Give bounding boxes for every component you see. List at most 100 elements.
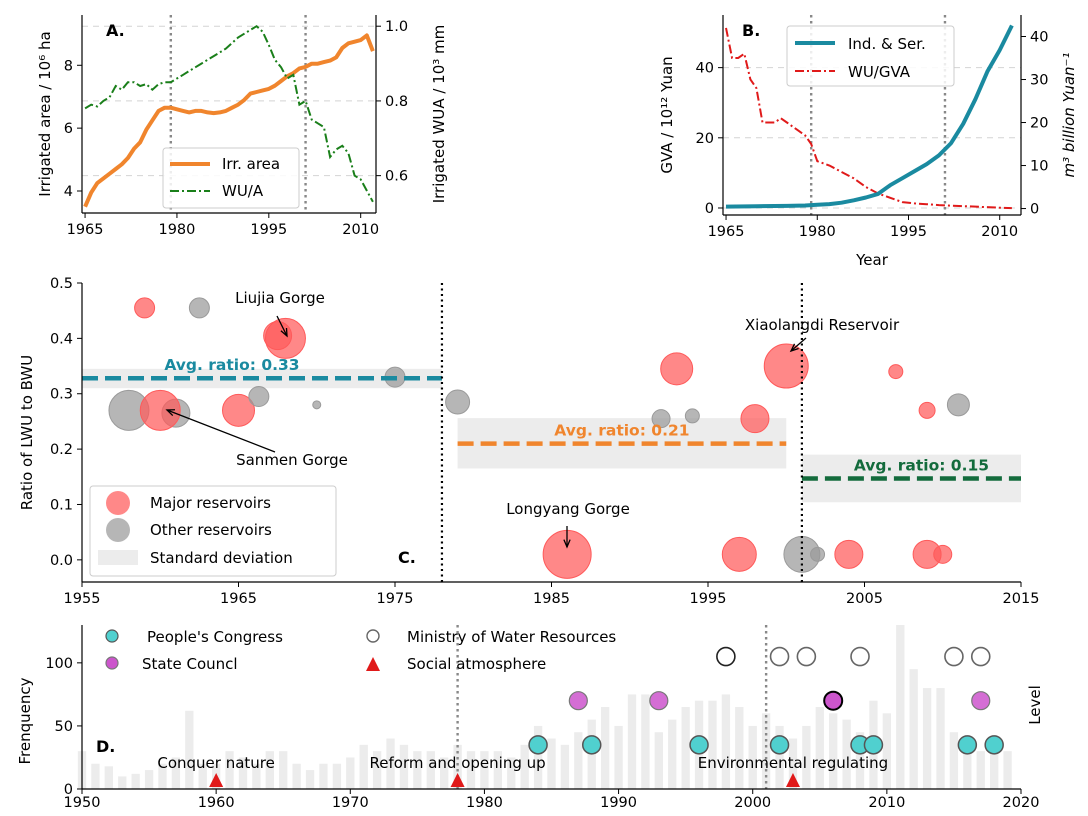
x-tick-label: 1950 — [64, 795, 101, 811]
series-irrigated-area-line — [83, 33, 375, 208]
other-reservoir-point — [248, 386, 270, 408]
major-reservoir-point — [740, 404, 770, 434]
legend-swatch-social — [366, 657, 380, 671]
x-tick-label: 1995 — [890, 224, 927, 240]
x-tick-label: 2010 — [981, 224, 1018, 240]
state-council-marker — [649, 691, 669, 711]
frequency-bar — [346, 757, 355, 789]
state-council-marker — [971, 691, 991, 711]
frequency-bar — [466, 751, 476, 789]
legend-label: Social atmosphere — [407, 655, 546, 673]
frequency-bar — [507, 757, 516, 789]
y2-tick-label: 0.6 — [385, 169, 408, 185]
annotation-arrow-head — [563, 539, 571, 549]
ministry-marker — [716, 646, 736, 667]
era-label: Reform and opening up — [370, 754, 546, 772]
y-tick-label: 0.0 — [50, 553, 73, 569]
avg-ratio-label: Avg. ratio: 0.15 — [854, 456, 989, 474]
x-tick-label: 1975 — [377, 591, 414, 607]
y-tick-label: 50 — [55, 719, 73, 735]
frequency-bar — [560, 744, 570, 789]
x-tick-label: 1995 — [690, 591, 727, 607]
panel-label-b: B. — [742, 21, 760, 40]
frequency-bar — [815, 707, 824, 789]
y-tick-label: 8 — [64, 58, 73, 74]
frequency-bar — [440, 757, 449, 789]
frequency-bar — [909, 669, 918, 789]
series-wu-per-gva-line — [725, 27, 1012, 210]
frequency-bar — [963, 744, 972, 789]
y-tick-label: 0 — [705, 201, 714, 217]
legend-label: Irr. area — [222, 155, 280, 173]
y-tick-label: 0.2 — [50, 442, 73, 458]
annotation-arrow-head — [280, 327, 288, 338]
annotation-arrow-head — [789, 343, 799, 353]
y2-axis-label: m³ billion Yuan⁻¹ — [1060, 53, 1078, 178]
x-tick-label: 2020 — [1003, 795, 1040, 811]
frequency-bar — [252, 763, 261, 789]
frequency-bar — [225, 751, 234, 789]
legend-label: Other reservoirs — [150, 521, 272, 539]
legend-swatch-council — [105, 656, 119, 670]
frequency-bar — [171, 757, 181, 789]
frequency-bar — [721, 694, 731, 789]
frequency-bar — [131, 773, 140, 789]
annotation-arrow-line — [276, 315, 288, 337]
frequency-bar — [627, 694, 637, 789]
state-council-marker — [568, 691, 588, 711]
frequency-bar — [185, 710, 194, 789]
legend-label: Major reservoirs — [150, 494, 271, 512]
x-tick-label: 1970 — [332, 795, 369, 811]
legend-swatch-other — [106, 518, 130, 542]
legend-box-c — [89, 485, 337, 577]
era-label: Conquer nature — [157, 754, 275, 772]
frequency-bar — [359, 744, 368, 789]
x-tick-label: 1980 — [466, 795, 503, 811]
era-label: Environmental regulating — [698, 754, 888, 772]
frequency-bar — [533, 725, 543, 789]
peoples-congress-marker — [769, 735, 790, 755]
state-council-marker — [823, 690, 844, 711]
frequency-bar — [144, 770, 154, 789]
y-tick-label: 100 — [45, 656, 73, 672]
frequency-bar — [158, 763, 167, 789]
x-tick-label: 2000 — [734, 795, 771, 811]
y2-tick-label: 30 — [1030, 73, 1048, 89]
other-reservoir-point — [445, 389, 471, 415]
panel-label-a: A. — [106, 21, 125, 40]
y2-axis-label: Level — [1026, 685, 1044, 725]
x-tick-label: 2015 — [1003, 591, 1040, 607]
frequency-bar — [842, 719, 851, 789]
legend-label: WU/A — [222, 182, 264, 200]
y-tick-label: 4 — [64, 184, 73, 200]
x-axis-label: Year — [855, 251, 889, 269]
frequency-bar — [802, 725, 811, 789]
y2-axis-label: Irrigated WUA / 10³ mm — [430, 25, 448, 204]
other-reservoir-point — [651, 409, 671, 429]
major-reservoir-point — [888, 364, 904, 380]
frequency-bar — [372, 751, 382, 789]
frequency-bar — [547, 738, 556, 789]
series-wu-per-area-line — [84, 24, 374, 203]
x-tick-label: 1955 — [64, 591, 101, 607]
other-reservoir-point — [312, 400, 322, 410]
frequency-bar — [91, 763, 100, 789]
frequency-bar — [453, 744, 462, 789]
legend-swatch-std — [98, 550, 138, 565]
y2-tick-label: 1.0 — [385, 19, 408, 35]
peoples-congress-marker — [689, 735, 709, 755]
x-tick-label: 1985 — [533, 591, 570, 607]
ministry-marker — [796, 646, 817, 667]
y-tick-label: 6 — [64, 121, 73, 137]
x-tick-label: 1980 — [799, 224, 836, 240]
avg-ratio-label: Avg. ratio: 0.21 — [554, 422, 689, 440]
frequency-bar — [198, 763, 207, 789]
annotation-label: Longyang Gorge — [506, 500, 630, 518]
frequency-bar — [855, 732, 865, 789]
frequency-bar — [735, 707, 744, 789]
frequency-bar — [574, 732, 583, 789]
y2-tick-label: 0.8 — [385, 94, 408, 110]
std-band-0 — [82, 368, 442, 389]
y-axis-label: Frenquency — [16, 677, 34, 764]
legend-label: Ind. & Ser. — [848, 35, 926, 53]
